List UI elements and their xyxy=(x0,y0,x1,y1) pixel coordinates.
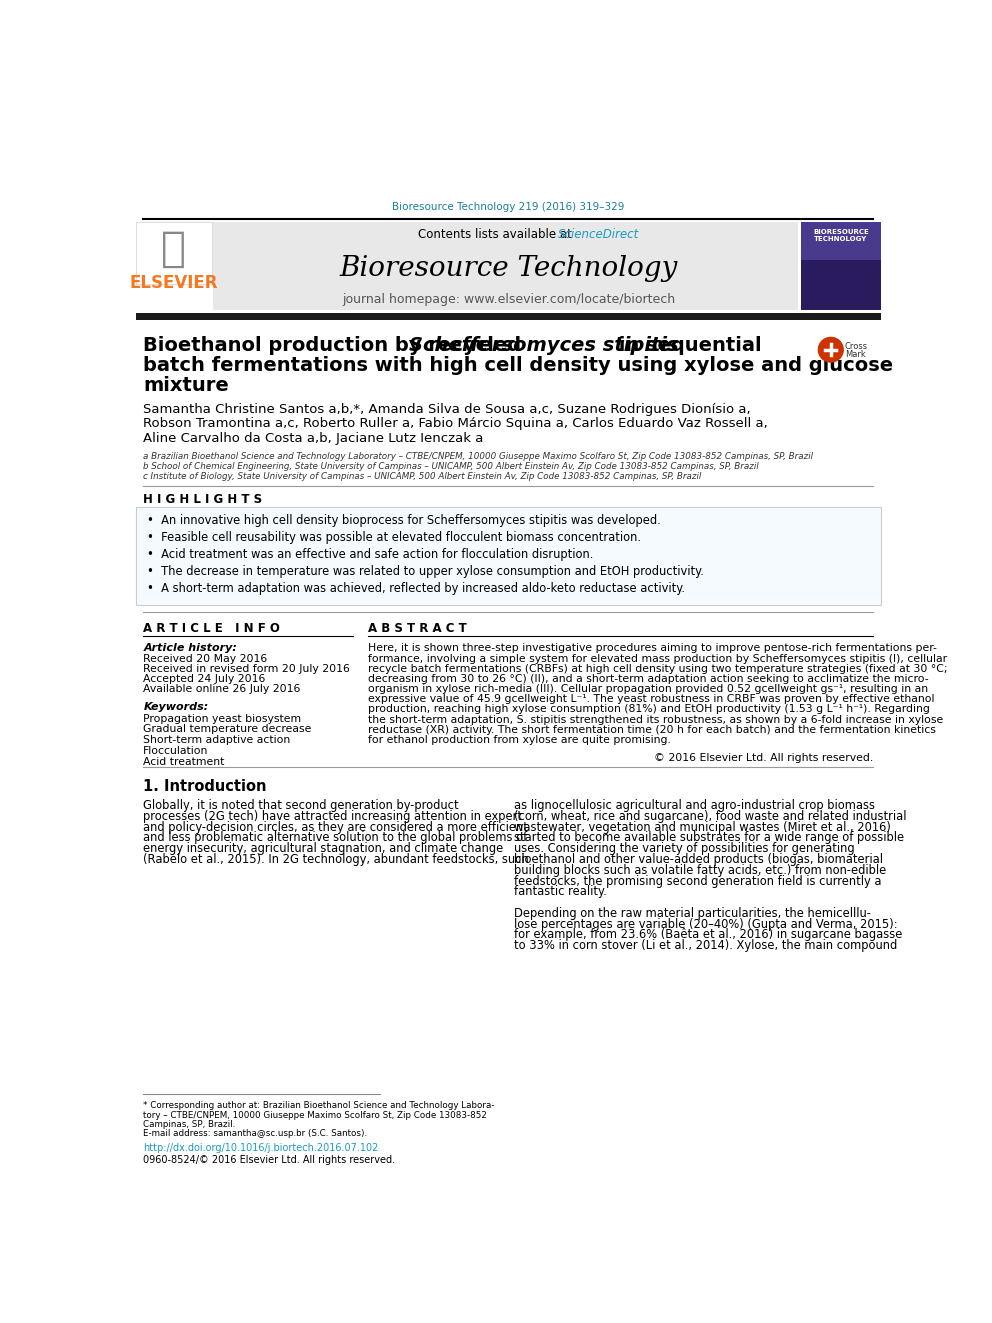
Text: and less problematic alternative solution to the global problems of: and less problematic alternative solutio… xyxy=(144,831,528,844)
Text: expressive value of 45.9 gcellweight L⁻¹. The yeast robustness in CRBF was prove: expressive value of 45.9 gcellweight L⁻¹… xyxy=(368,695,934,704)
FancyBboxPatch shape xyxy=(136,507,881,606)
Text: the short-term adaptation, S. stipitis strengthened its robustness, as shown by : the short-term adaptation, S. stipitis s… xyxy=(368,714,943,725)
Text: http://dx.doi.org/10.1016/j.biortech.2016.07.102: http://dx.doi.org/10.1016/j.biortech.201… xyxy=(144,1143,379,1154)
FancyBboxPatch shape xyxy=(801,222,881,261)
Text: * Corresponding author at: Brazilian Bioethanol Science and Technology Labora-: * Corresponding author at: Brazilian Bio… xyxy=(144,1101,495,1110)
Text: Short-term adaptive action: Short-term adaptive action xyxy=(144,736,291,745)
Text: for ethanol production from xylose are quite promising.: for ethanol production from xylose are q… xyxy=(368,736,671,745)
Text: Cross: Cross xyxy=(845,343,868,351)
Text: started to become available substrates for a wide range of possible: started to become available substrates f… xyxy=(514,831,904,844)
Text: •  The decrease in temperature was related to upper xylose consumption and EtOH : • The decrease in temperature was relate… xyxy=(147,565,704,578)
Text: Propagation yeast biosystem: Propagation yeast biosystem xyxy=(144,713,302,724)
Text: (Rabelo et al., 2015). In 2G technology, abundant feedstocks, such: (Rabelo et al., 2015). In 2G technology,… xyxy=(144,853,529,867)
Text: to 33% in corn stover (Li et al., 2014). Xylose, the main compound: to 33% in corn stover (Li et al., 2014).… xyxy=(514,939,897,953)
FancyBboxPatch shape xyxy=(136,312,881,320)
Text: (corn, wheat, rice and sugarcane), food waste and related industrial: (corn, wheat, rice and sugarcane), food … xyxy=(514,810,907,823)
Text: Depending on the raw material particularities, the hemicelllu-: Depending on the raw material particular… xyxy=(514,906,871,919)
Text: BIORESOURCE
TECHNOLOGY: BIORESOURCE TECHNOLOGY xyxy=(813,229,869,242)
Text: Samantha Christine Santos a,b,*, Amanda Silva de Sousa a,c, Suzane Rodrigues Dio: Samantha Christine Santos a,b,*, Amanda … xyxy=(144,402,751,415)
Text: a Brazilian Bioethanol Science and Technology Laboratory – CTBE/CNPEM, 10000 Giu: a Brazilian Bioethanol Science and Techn… xyxy=(144,452,813,462)
Text: uses. Considering the variety of possibilities for generating: uses. Considering the variety of possibi… xyxy=(514,843,854,855)
Text: processes (2G tech) have attracted increasing attention in expert: processes (2G tech) have attracted incre… xyxy=(144,810,523,823)
Text: production, reaching high xylose consumption (81%) and EtOH productivity (1.53 g: production, reaching high xylose consump… xyxy=(368,704,930,714)
Text: organism in xylose rich-media (III). Cellular propagation provided 0.52 gcellwei: organism in xylose rich-media (III). Cel… xyxy=(368,684,929,695)
Text: Globally, it is noted that second generation by-product: Globally, it is noted that second genera… xyxy=(144,799,459,812)
Text: in sequential: in sequential xyxy=(612,336,762,355)
Text: mixture: mixture xyxy=(144,376,229,394)
Text: building blocks such as volatile fatty acids, etc.) from non-edible: building blocks such as volatile fatty a… xyxy=(514,864,886,877)
Text: Available online 26 July 2016: Available online 26 July 2016 xyxy=(144,684,301,695)
Text: A R T I C L E   I N F O: A R T I C L E I N F O xyxy=(144,622,281,635)
Text: c Institute of Biology, State University of Campinas – UNICAMP, 500 Albert Einst: c Institute of Biology, State University… xyxy=(144,472,701,482)
Text: Mark: Mark xyxy=(845,349,865,359)
Text: fantastic reality.: fantastic reality. xyxy=(514,885,606,898)
Text: lose percentages are variable (20–40%) (Gupta and Verma, 2015):: lose percentages are variable (20–40%) (… xyxy=(514,918,898,930)
Text: Received 20 May 2016: Received 20 May 2016 xyxy=(144,655,268,664)
Text: batch fermentations with high cell density using xylose and glucose: batch fermentations with high cell densi… xyxy=(144,356,894,374)
Text: Here, it is shown three-step investigative procedures aiming to improve pentose-: Here, it is shown three-step investigati… xyxy=(368,643,937,654)
Text: ELSEVIER: ELSEVIER xyxy=(129,274,218,292)
Text: bioethanol and other value-added products (biogas, biomaterial: bioethanol and other value-added product… xyxy=(514,853,883,867)
Text: b School of Chemical Engineering, State University of Campinas – UNICAMP, 500 Al: b School of Chemical Engineering, State … xyxy=(144,462,759,471)
Text: Bioethanol production by recycled: Bioethanol production by recycled xyxy=(144,336,529,355)
Text: Flocculation: Flocculation xyxy=(144,746,208,755)
Text: © 2016 Elsevier Ltd. All rights reserved.: © 2016 Elsevier Ltd. All rights reserved… xyxy=(654,753,873,763)
Text: Gradual temperature decrease: Gradual temperature decrease xyxy=(144,724,311,734)
Text: Robson Tramontina a,c, Roberto Ruller a, Fabio Márcio Squina a, Carlos Eduardo V: Robson Tramontina a,c, Roberto Ruller a,… xyxy=(144,417,768,430)
Text: 1. Introduction: 1. Introduction xyxy=(144,779,267,794)
Text: formance, involving a simple system for elevated mass production by Scheffersomy: formance, involving a simple system for … xyxy=(368,654,947,664)
Text: wastewater, vegetation and municipal wastes (Miret et al., 2016): wastewater, vegetation and municipal was… xyxy=(514,820,891,833)
Text: Keywords:: Keywords: xyxy=(144,703,208,712)
Text: •  An innovative high cell density bioprocess for Scheffersomyces stipitis was d: • An innovative high cell density biopro… xyxy=(147,515,661,527)
Text: energy insecurity, agricultural stagnation, and climate change: energy insecurity, agricultural stagnati… xyxy=(144,843,504,855)
Text: as lignocellulosic agricultural and agro-industrial crop biomass: as lignocellulosic agricultural and agro… xyxy=(514,799,875,812)
FancyBboxPatch shape xyxy=(213,222,799,311)
Text: journal homepage: www.elsevier.com/locate/biortech: journal homepage: www.elsevier.com/locat… xyxy=(342,294,675,306)
FancyBboxPatch shape xyxy=(136,222,211,283)
Text: Article history:: Article history: xyxy=(144,643,237,654)
Text: feedstocks, the promising second generation field is currently a: feedstocks, the promising second generat… xyxy=(514,875,881,888)
Text: A B S T R A C T: A B S T R A C T xyxy=(368,622,467,635)
Text: •  Acid treatment was an effective and safe action for flocculation disruption.: • Acid treatment was an effective and sa… xyxy=(147,548,593,561)
Text: Aline Carvalho da Costa a,b, Jaciane Lutz Ienczak a: Aline Carvalho da Costa a,b, Jaciane Lut… xyxy=(144,431,484,445)
Text: 0960-8524/© 2016 Elsevier Ltd. All rights reserved.: 0960-8524/© 2016 Elsevier Ltd. All right… xyxy=(144,1155,396,1164)
Text: •  A short-term adaptation was achieved, reflected by increased aldo-keto reduct: • A short-term adaptation was achieved, … xyxy=(147,582,685,595)
Text: recycle batch fermentations (CRBFs) at high cell density using two temperature s: recycle batch fermentations (CRBFs) at h… xyxy=(368,664,947,673)
Text: E-mail address: samantha@sc.usp.br (S.C. Santos).: E-mail address: samantha@sc.usp.br (S.C.… xyxy=(144,1129,367,1138)
Text: ⬛: ⬛ xyxy=(161,228,186,270)
Text: Campinas, SP, Brazil.: Campinas, SP, Brazil. xyxy=(144,1119,236,1129)
Text: •  Feasible cell reusability was possible at elevated flocculent biomass concent: • Feasible cell reusability was possible… xyxy=(147,531,641,544)
Text: Received in revised form 20 July 2016: Received in revised form 20 July 2016 xyxy=(144,664,350,675)
Text: Acid treatment: Acid treatment xyxy=(144,757,225,766)
Text: Bioresource Technology: Bioresource Technology xyxy=(339,254,678,282)
Text: and policy-decision circles, as they are considered a more efficient: and policy-decision circles, as they are… xyxy=(144,820,529,833)
Text: ScienceDirect: ScienceDirect xyxy=(558,228,639,241)
Text: Scheffersomyces stipitis: Scheffersomyces stipitis xyxy=(409,336,679,355)
Text: Bioresource Technology 219 (2016) 319–329: Bioresource Technology 219 (2016) 319–32… xyxy=(392,201,625,212)
FancyBboxPatch shape xyxy=(801,222,881,311)
Text: decreasing from 30 to 26 °C) (II), and a short-term adaptation action seeking to: decreasing from 30 to 26 °C) (II), and a… xyxy=(368,673,929,684)
Text: Contents lists available at: Contents lists available at xyxy=(419,228,576,241)
Text: H I G H L I G H T S: H I G H L I G H T S xyxy=(144,492,263,505)
Circle shape xyxy=(818,337,843,363)
Text: tory – CTBE/CNPEM, 10000 Giuseppe Maximo Scolfaro St, Zip Code 13083-852: tory – CTBE/CNPEM, 10000 Giuseppe Maximo… xyxy=(144,1110,487,1119)
Text: Accepted 24 July 2016: Accepted 24 July 2016 xyxy=(144,675,266,684)
Text: for example, from 23.6% (Baêta et al., 2016) in sugarcane bagasse: for example, from 23.6% (Baêta et al., 2… xyxy=(514,929,902,942)
Text: reductase (XR) activity. The short fermentation time (20 h for each batch) and t: reductase (XR) activity. The short ferme… xyxy=(368,725,936,734)
